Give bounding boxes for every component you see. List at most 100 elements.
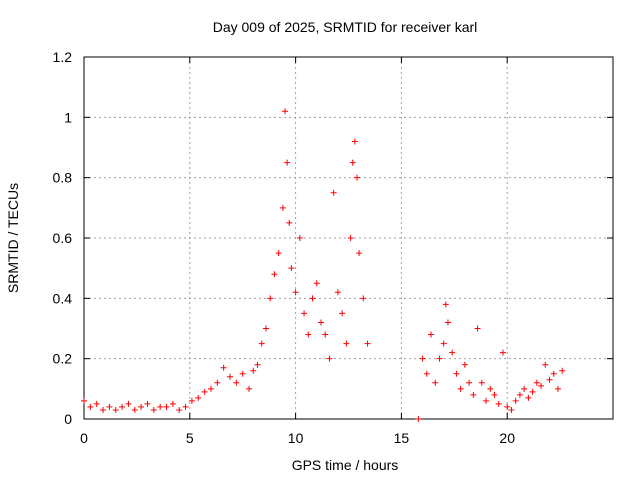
data-point: [478, 379, 485, 386]
data-point: [258, 340, 265, 347]
data-point: [322, 331, 329, 338]
y-tick-label: 0.2: [53, 351, 73, 367]
data-point: [334, 289, 341, 296]
data-point: [491, 391, 498, 398]
data-point: [267, 295, 274, 302]
data-point: [282, 108, 289, 115]
data-point: [559, 367, 566, 374]
data-point: [351, 138, 358, 145]
data-point: [356, 250, 363, 257]
x-axis-label: GPS time / hours: [292, 457, 399, 473]
data-point: [284, 159, 291, 166]
data-point: [423, 370, 430, 377]
data-point: [449, 349, 456, 356]
data-point: [339, 310, 346, 317]
data-point: [275, 250, 282, 257]
data-point: [131, 406, 138, 413]
data-point: [483, 397, 490, 404]
y-tick-label: 1.2: [53, 49, 73, 65]
data-point: [292, 289, 299, 296]
data-point: [214, 379, 221, 386]
y-tick-label: 1: [64, 109, 72, 125]
data-point: [542, 361, 549, 368]
data-point: [516, 391, 523, 398]
data-point: [349, 159, 356, 166]
data-point: [474, 325, 481, 332]
y-axis-label: SRMTID / TECUs: [5, 183, 21, 293]
data-point: [529, 388, 536, 395]
data-point: [495, 400, 502, 407]
data-point: [207, 385, 214, 392]
data-point: [188, 397, 195, 404]
data-point: [182, 403, 189, 410]
data-point: [144, 400, 151, 407]
data-point: [125, 400, 132, 407]
data-point: [220, 364, 227, 371]
y-tick-label: 0.4: [53, 290, 73, 306]
data-point: [195, 394, 202, 401]
data-point: [286, 219, 293, 226]
data-point: [538, 382, 545, 389]
data-point: [169, 400, 176, 407]
data-point: [93, 400, 100, 407]
data-points: [81, 108, 566, 422]
data-point: [106, 403, 113, 410]
data-point: [550, 370, 557, 377]
data-point: [353, 174, 360, 181]
data-point: [508, 406, 515, 413]
data-point: [415, 416, 422, 422]
x-tick-label: 0: [80, 430, 88, 446]
axis-ticks: 0 5 10 15 20 0 0.2 0.4 0.6 0.8 1 1.2: [53, 49, 613, 446]
data-point: [271, 271, 278, 278]
x-tick-label: 20: [499, 430, 515, 446]
data-point: [112, 406, 119, 413]
data-point: [301, 310, 308, 317]
data-point: [440, 340, 447, 347]
data-point: [262, 325, 269, 332]
data-point: [428, 331, 435, 338]
data-point: [250, 367, 257, 374]
data-point: [512, 397, 519, 404]
data-point: [279, 204, 286, 211]
data-point: [254, 361, 261, 368]
grid-lines: [84, 57, 613, 419]
data-point: [233, 379, 240, 386]
data-point: [504, 403, 511, 410]
data-point: [554, 385, 561, 392]
data-point: [347, 235, 354, 241]
data-point: [360, 295, 367, 302]
data-point: [326, 355, 333, 362]
data-point: [288, 265, 295, 272]
data-point: [343, 340, 350, 347]
x-tick-label: 5: [186, 430, 194, 446]
data-point: [330, 189, 337, 196]
data-point: [487, 385, 494, 392]
data-point: [100, 406, 107, 413]
data-point: [296, 235, 303, 241]
x-tick-label: 10: [288, 430, 304, 446]
data-point: [436, 355, 443, 362]
data-point: [419, 355, 426, 362]
y-tick-label: 0: [64, 411, 72, 427]
data-point: [499, 349, 506, 356]
data-point: [525, 394, 532, 401]
data-point: [364, 340, 371, 347]
data-point: [313, 280, 320, 287]
data-point: [138, 403, 145, 410]
data-point: [239, 370, 246, 377]
data-point: [227, 373, 234, 380]
data-point: [246, 385, 253, 392]
data-point: [470, 391, 477, 398]
data-point: [309, 295, 316, 302]
data-point: [444, 319, 451, 326]
data-point: [521, 385, 528, 392]
data-point: [119, 403, 126, 410]
data-point: [163, 403, 170, 410]
x-tick-label: 15: [394, 430, 410, 446]
data-point: [87, 403, 94, 410]
data-point: [442, 301, 449, 308]
data-point: [157, 403, 164, 410]
